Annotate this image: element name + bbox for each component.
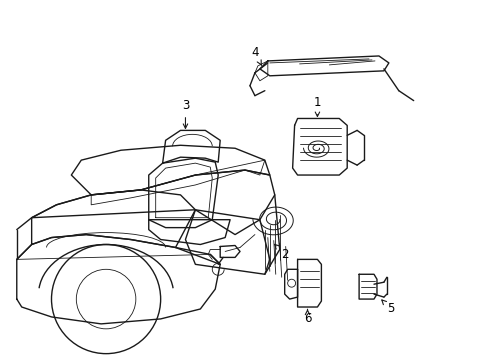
Text: 6: 6 [303, 310, 311, 325]
Text: 2: 2 [274, 244, 288, 261]
Text: 4: 4 [251, 46, 261, 65]
Text: 1: 1 [313, 96, 321, 116]
Text: 5: 5 [381, 300, 394, 315]
Text: 3: 3 [182, 99, 189, 129]
